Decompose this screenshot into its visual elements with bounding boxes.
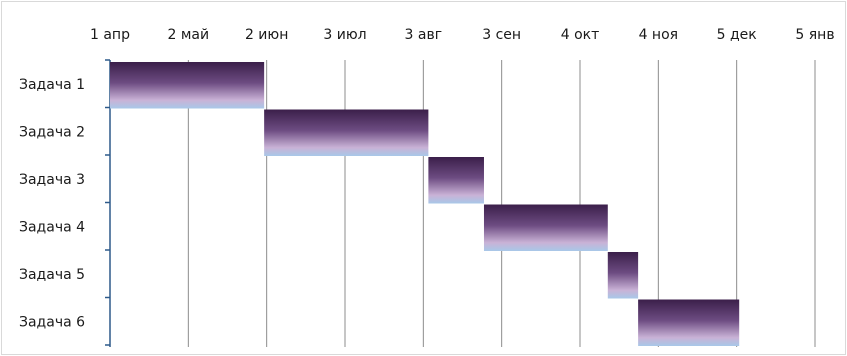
x-tick-label: 1 апр	[90, 27, 130, 43]
x-tick-label: 5 янв	[795, 27, 834, 43]
task-bar	[638, 299, 740, 346]
category-label: Задача 6	[19, 314, 85, 330]
x-tick-label: 5 дек	[717, 27, 757, 43]
x-tick-label: 2 июн	[245, 27, 288, 43]
date-axis-labels: 1 апр 2 май 2 июн 3 июл 3 авг 3 сен 4 окт 4 ноя…	[90, 27, 835, 43]
category-label: Задача 1	[19, 77, 85, 93]
category-labels: Задача 1 Задача 2 Задача 3 Задача 4 Задача 5…	[19, 77, 85, 331]
task-bar	[607, 252, 639, 299]
task-bar	[264, 109, 429, 156]
task-bar	[428, 157, 484, 204]
bars	[110, 62, 740, 346]
category-label: Задача 5	[19, 267, 85, 283]
category-label: Задача 2	[19, 124, 85, 140]
x-tick-label: 3 июл	[323, 27, 366, 43]
category-label: Задача 4	[19, 219, 85, 235]
task-bar	[483, 204, 608, 251]
category-label: Задача 3	[19, 172, 85, 188]
task-bar	[110, 62, 265, 109]
x-tick-label: 4 ноя	[639, 27, 679, 43]
x-tick-label: 3 сен	[482, 27, 521, 43]
category-axis	[105, 59, 111, 347]
x-tick-label: 3 авг	[405, 27, 443, 43]
x-tick-label: 4 окт	[561, 27, 600, 43]
gridlines	[187, 60, 816, 347]
x-tick-label: 2 май	[168, 27, 210, 43]
